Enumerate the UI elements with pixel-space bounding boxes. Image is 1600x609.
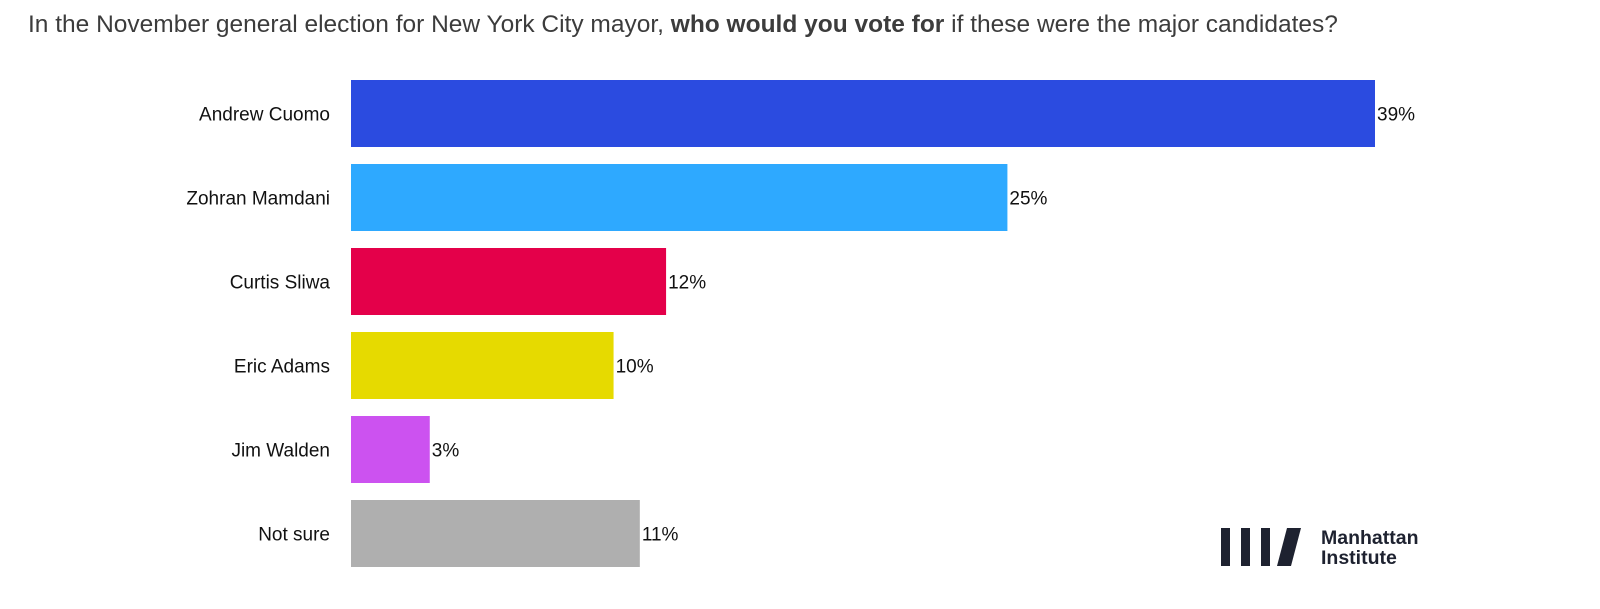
bar-not-sure <box>351 500 640 567</box>
category-label-eric-adams: Eric Adams <box>234 357 330 378</box>
category-label-curtis-sliwa: Curtis Sliwa <box>230 273 331 294</box>
category-label-zohran-mamdani: Zohran Mamdani <box>186 189 330 210</box>
manhattan-institute-logo: Manhattan Institute <box>1221 528 1419 568</box>
logo-mark-icon <box>1221 528 1301 566</box>
bar-zohran-mamdani <box>351 164 1008 231</box>
logo-line-1: Manhattan <box>1321 528 1419 549</box>
chart-title-part-3: if these were the major candidates? <box>944 11 1338 38</box>
value-label-eric-adams: 10% <box>616 357 654 378</box>
category-label-not-sure: Not sure <box>258 525 330 546</box>
bar-eric-adams <box>351 332 614 399</box>
chart-title-emphasis: who would you vote for <box>670 11 945 38</box>
bar-andrew-cuomo <box>351 80 1375 147</box>
chart-title: In the November general election for New… <box>28 11 1338 39</box>
value-label-curtis-sliwa: 12% <box>668 273 706 294</box>
value-label-jim-walden: 3% <box>432 441 460 462</box>
bar-curtis-sliwa <box>351 248 667 315</box>
value-label-not-sure: 11% <box>642 525 679 546</box>
value-label-zohran-mamdani: 25% <box>1009 189 1047 210</box>
category-label-jim-walden: Jim Walden <box>231 441 330 462</box>
bar-jim-walden <box>351 416 430 483</box>
category-label-andrew-cuomo: Andrew Cuomo <box>199 105 330 126</box>
logo-line-2: Institute <box>1321 547 1397 568</box>
value-label-andrew-cuomo: 39% <box>1377 105 1415 126</box>
chart-title-part-1: In the November general election for New… <box>28 11 671 38</box>
